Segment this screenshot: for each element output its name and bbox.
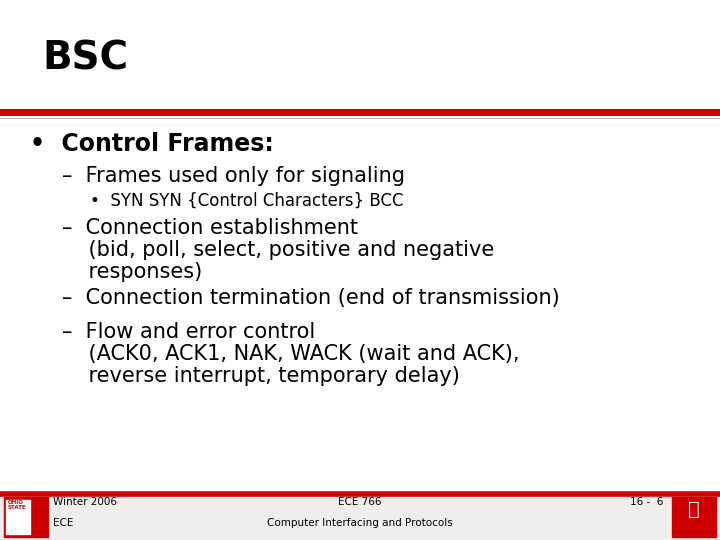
Bar xyxy=(0,494,720,540)
Text: ECE 766: ECE 766 xyxy=(338,497,382,507)
Bar xyxy=(6,500,30,534)
Text: –  Frames used only for signaling: – Frames used only for signaling xyxy=(62,166,405,186)
Text: Ⓢ: Ⓢ xyxy=(688,500,700,519)
Text: –  Connection termination (end of transmission): – Connection termination (end of transmi… xyxy=(62,288,559,308)
Text: –  Connection establishment: – Connection establishment xyxy=(62,218,358,238)
Text: Winter 2006: Winter 2006 xyxy=(53,497,117,507)
Text: Computer Interfacing and Protocols: Computer Interfacing and Protocols xyxy=(267,518,453,528)
Text: BSC: BSC xyxy=(42,40,128,78)
Text: •  Control Frames:: • Control Frames: xyxy=(30,132,274,156)
Text: 16 -  6: 16 - 6 xyxy=(630,497,663,507)
Bar xyxy=(672,497,716,537)
Text: ECE: ECE xyxy=(53,518,73,528)
Text: –  Flow and error control: – Flow and error control xyxy=(62,322,315,342)
Text: reverse interrupt, temporary delay): reverse interrupt, temporary delay) xyxy=(62,366,460,386)
Bar xyxy=(4,497,48,537)
Text: responses): responses) xyxy=(62,262,202,282)
Text: OHIO
STATE: OHIO STATE xyxy=(8,500,27,510)
Text: (bid, poll, select, positive and negative: (bid, poll, select, positive and negativ… xyxy=(62,240,494,260)
Text: (ACK0, ACK1, NAK, WACK (wait and ACK),: (ACK0, ACK1, NAK, WACK (wait and ACK), xyxy=(62,344,520,364)
Text: •  SYN SYN {Control Characters} BCC: • SYN SYN {Control Characters} BCC xyxy=(90,192,403,210)
